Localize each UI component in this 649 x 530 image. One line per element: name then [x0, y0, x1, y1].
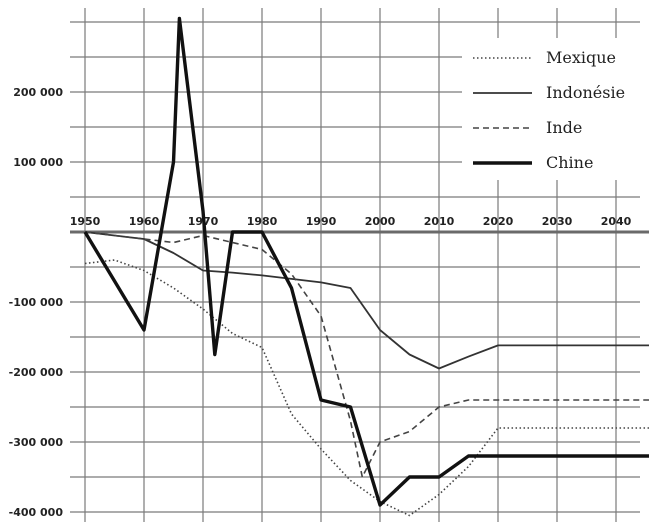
axes: 1950 1960 1970 1980 1990 2000 2010 2020 2030 2040… [9, 86, 649, 519]
x-tick-label: 1980 [247, 215, 278, 228]
y-tick-label: 200 000 [13, 86, 63, 99]
x-tick-label: 1960 [129, 215, 160, 228]
legend-label: Chine [546, 153, 593, 172]
y-tick-label: -100 000 [9, 296, 64, 309]
y-tick-label: 100 000 [13, 156, 63, 169]
y-tick-label: -200 000 [9, 366, 64, 379]
legend-label: Inde [546, 118, 582, 137]
series-lines [83, 16, 649, 517]
x-tick-label: 2020 [483, 215, 514, 228]
series-line-indonésie [84, 231, 649, 370]
legend-label: Mexique [546, 48, 616, 67]
x-tick-label: 2030 [542, 215, 573, 228]
x-tick-label: 1990 [306, 215, 337, 228]
series-line-inde [84, 231, 649, 478]
y-tick-label: -300 000 [9, 436, 64, 449]
x-tick-label: 1950 [70, 215, 101, 228]
y-tick-label: -400 000 [9, 506, 64, 519]
x-tick-label: 2000 [365, 215, 396, 228]
legend: Mexique Indonésie Inde Chine [462, 38, 640, 180]
legend-box [462, 38, 640, 180]
x-tick-label: 2010 [424, 215, 455, 228]
x-tick-label: 2040 [601, 215, 632, 228]
legend-label: Indonésie [546, 83, 625, 102]
series-line-mexique [84, 259, 649, 517]
series-line-chine [83, 16, 649, 507]
